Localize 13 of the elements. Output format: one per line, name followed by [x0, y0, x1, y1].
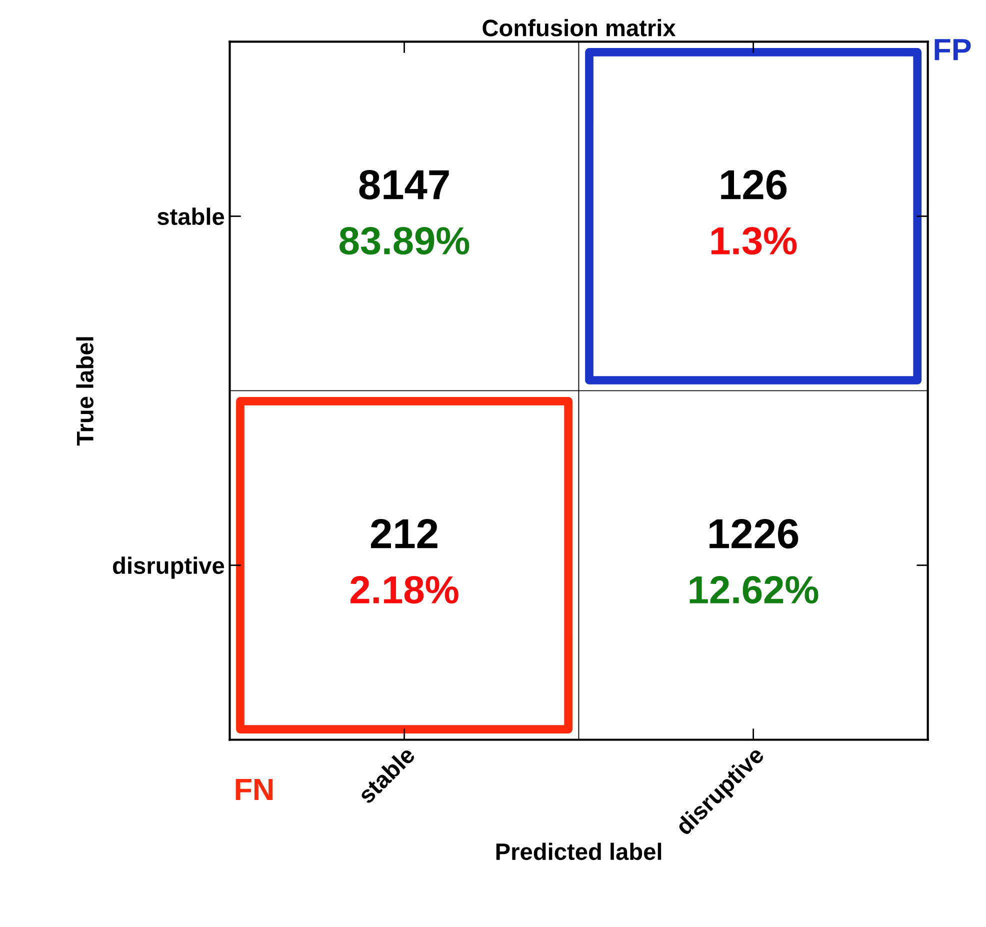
annotation: 2.18%	[350, 576, 458, 604]
data-label: 126	[721, 170, 787, 200]
data-label: 8147	[359, 170, 449, 200]
text: FN	[236, 778, 272, 800]
y-axis-title: True label	[76, 337, 94, 446]
annotation: 83.89%	[340, 227, 470, 255]
data-label: 212	[370, 518, 438, 548]
annotation: 12.62%	[690, 576, 818, 604]
text: FP	[934, 39, 971, 60]
chart-title: Confusion matrix	[482, 19, 676, 36]
annotation: 1.3%	[711, 227, 797, 255]
data-label: 1226	[710, 518, 798, 548]
x-axis-title: Predicted label	[496, 842, 662, 860]
